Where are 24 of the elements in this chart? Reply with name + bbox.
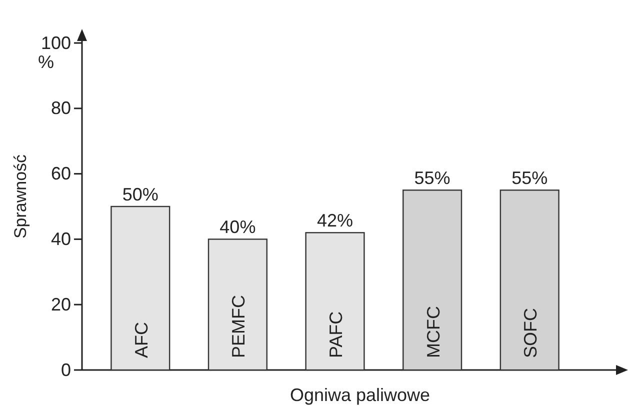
x-tick-label: PEMFC	[228, 295, 249, 358]
y-tick-label: 100	[40, 32, 71, 53]
data-label: 40%	[220, 217, 256, 238]
bar	[110, 206, 170, 371]
x-tick-label: AFC	[131, 322, 152, 358]
bar	[208, 238, 268, 371]
y-tick-label: 40	[50, 228, 71, 249]
text: %	[38, 52, 54, 72]
x-tick-label: PAFC	[326, 311, 346, 358]
y-tick-label: 80	[50, 98, 71, 118]
bar	[305, 232, 365, 371]
bar	[500, 190, 560, 371]
x-tick-label: MCFC	[423, 306, 444, 358]
data-label: 50%	[122, 184, 158, 204]
x-axis-title: Ogniwa paliwowe	[290, 385, 430, 405]
data-label: 55%	[512, 168, 548, 188]
y-tick-label: 60	[50, 164, 71, 184]
y-axis-title: Sprawność	[11, 154, 30, 239]
x-tick-label: SOFC	[520, 308, 541, 358]
y-tick-label: 20	[50, 294, 71, 314]
bar	[402, 190, 462, 371]
data-label: 42%	[316, 210, 354, 231]
data-label: 55%	[414, 168, 450, 188]
y-tick-label: 0	[60, 360, 71, 380]
